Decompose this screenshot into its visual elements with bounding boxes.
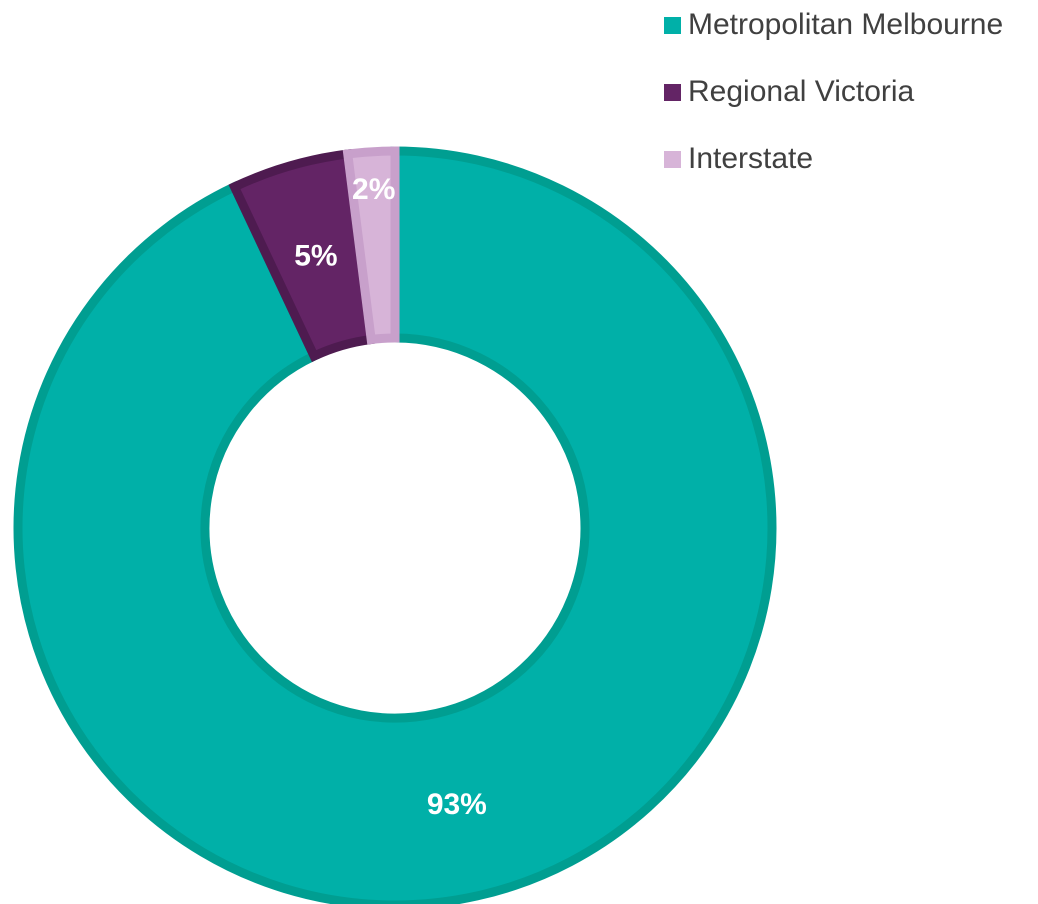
slice-interstate [342, 146, 400, 345]
data-label-metropolitan-melbourne: 93% [427, 788, 487, 821]
legend-label: Metropolitan Melbourne [688, 8, 1004, 41]
legend-swatch-metropolitan-melbourne [664, 16, 681, 34]
legend-swatch-regional-victoria [664, 83, 681, 101]
legend-swatch-interstate [664, 150, 681, 168]
chart-legend: Metropolitan Melbourne Regional Victoria… [664, 6, 1003, 207]
slice-metropolitan-melbourne [13, 146, 777, 904]
legend-label: Interstate [688, 142, 814, 175]
legend-item-interstate: Interstate [664, 140, 1003, 178]
legend-item-regional-victoria: Regional Victoria [664, 73, 1003, 111]
data-label-regional-victoria: 5% [294, 239, 337, 272]
data-label-interstate: 2% [352, 173, 395, 206]
legend-label: Regional Victoria [688, 75, 915, 108]
legend-item-metropolitan-melbourne: Metropolitan Melbourne [664, 6, 1003, 44]
